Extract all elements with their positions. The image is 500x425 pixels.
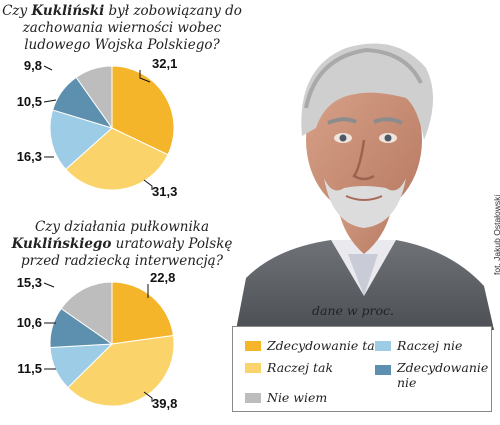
pie-2-slice-5	[60, 281, 113, 345]
question-1-bold: Kukliński	[31, 3, 105, 19]
question-2-bold: Kuklińskiego	[11, 236, 112, 252]
legend-swatch-raczej-tak	[245, 363, 261, 373]
legend-swatch-raczej-nie	[375, 341, 391, 351]
pie-1-leader-4	[43, 99, 57, 103]
pie-2-data-label-2: 39,8	[152, 396, 177, 411]
pie-1-leader-1	[139, 70, 151, 83]
pie-2-slice-2	[67, 334, 175, 407]
legend: Zdecydowanie tak Raczej tak Nie wiem Rac…	[232, 326, 492, 412]
question-2: Czy działania pułkownika Kuklińskiego ur…	[11, 219, 233, 269]
pie-1-data-label-2: 31,3	[152, 184, 177, 199]
pie-1-slice-2	[65, 127, 169, 191]
pie-1-leader-5	[43, 65, 53, 71]
pie-chart-1: 32,1 31,3 16,3 10,5 9,8	[17, 56, 178, 199]
question-1: Czy Kukliński był zobowiązany do zachowa…	[2, 3, 242, 53]
pie-1-slice-1	[111, 65, 175, 156]
legend-swatch-nie-wiem	[245, 393, 261, 403]
unit-note: dane w proc.	[312, 303, 395, 318]
pie-1-data-label-4: 10,5	[17, 94, 42, 109]
pie-2-data-label-5: 15,3	[17, 275, 42, 290]
pie-2-leader-2	[143, 391, 153, 402]
pie-2-data-label-1: 22,8	[150, 270, 175, 285]
legend-label-raczej-tak: Raczej tak	[267, 360, 334, 375]
pie-1-data-label-1: 32,1	[152, 56, 177, 71]
pie-2-data-label-4: 10,6	[17, 315, 42, 330]
legend-swatch-zdecydowanie-tak	[245, 341, 261, 351]
pie-2-data-label-3: 11,5	[17, 361, 42, 376]
pie-1-slice-5	[75, 65, 113, 130]
pie-2-slice-1	[111, 281, 174, 345]
legend-swatch-zdecydowanie-nie	[375, 365, 391, 375]
legend-label-zdecydowanie-tak: Zdecydowanie tak	[267, 338, 383, 353]
portrait-photo	[236, 43, 494, 330]
pie-1-data-label-3: 16,3	[17, 149, 42, 164]
pie-1-data-label-5: 9,8	[24, 58, 42, 73]
pie-chart-2: 22,8 39,8 11,5 10,6 15,3	[17, 270, 178, 411]
pie-1-slice-3	[49, 109, 113, 170]
pie-1-leader-2	[143, 179, 153, 190]
legend-label-nie-wiem: Nie wiem	[267, 390, 328, 405]
legend-label-zdecydowanie-nie: Zdecydowanie nie	[397, 360, 489, 390]
pie-2-leader-5	[43, 282, 55, 288]
legend-label-raczej-nie: Raczej nie	[397, 338, 463, 353]
